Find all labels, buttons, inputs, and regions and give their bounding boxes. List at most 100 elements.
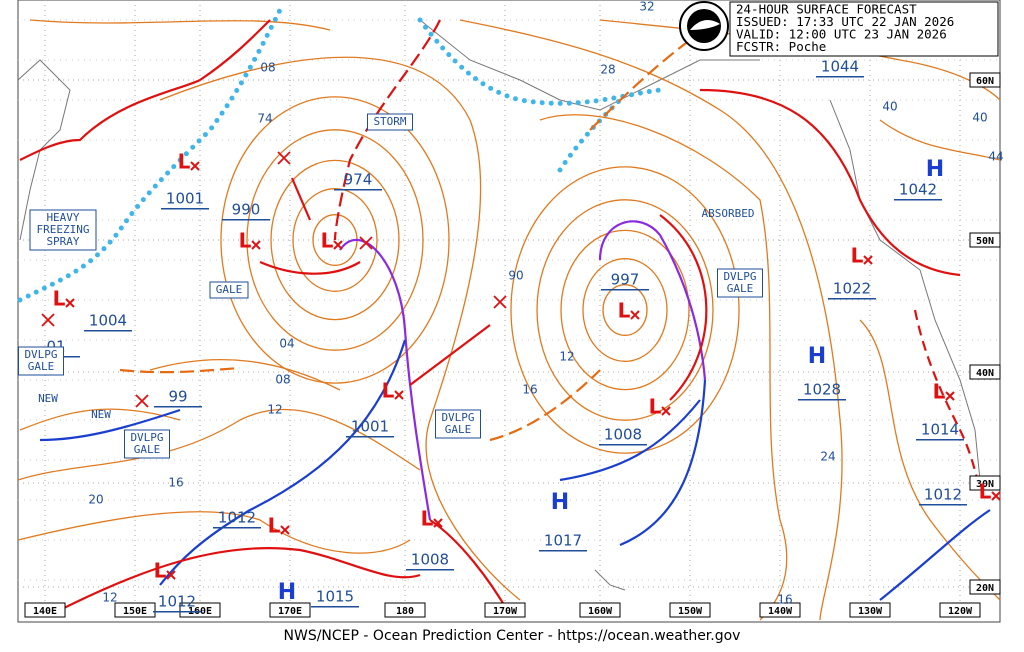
- pressure-label: 1001: [166, 190, 204, 208]
- stationary-front: [699, 88, 961, 277]
- low-center: L: [618, 299, 631, 323]
- warm-front: [19, 19, 271, 161]
- position-cross: [359, 236, 373, 250]
- isobar: [602, 284, 648, 336]
- pressure-label: 1042: [899, 181, 937, 199]
- lat-label-box: [969, 364, 1001, 380]
- annotation-text: NEW: [91, 408, 111, 421]
- lat-label-box: [969, 232, 1001, 248]
- pressure-label: 1014: [921, 421, 959, 439]
- pressure-label: 12: [102, 591, 117, 605]
- annotation-text: GALE: [134, 443, 161, 456]
- isobar: [879, 119, 1001, 161]
- trough: [913, 309, 982, 491]
- pressure-underline: [798, 399, 846, 401]
- low-center: L: [933, 380, 946, 404]
- pressure-underline: [539, 550, 587, 552]
- pressure-label: 99: [168, 388, 187, 406]
- pressure-underline: [346, 436, 394, 438]
- lon-label-box: [579, 602, 621, 618]
- arrow: [409, 324, 491, 386]
- pressure-label: 1028: [803, 381, 841, 399]
- low-center: L: [321, 229, 334, 253]
- pressure-label: 1008: [604, 426, 642, 444]
- trough: [119, 366, 241, 374]
- lat-label: 50N: [976, 236, 994, 247]
- low-center: L: [154, 559, 167, 583]
- arrow: [259, 260, 361, 275]
- pressure-label: 20: [88, 493, 103, 507]
- trough: [489, 369, 601, 442]
- pressure-label: 74: [257, 112, 272, 126]
- pressure-underline: [311, 606, 359, 608]
- lon-label: 150E: [123, 606, 147, 617]
- lon-label: 120W: [948, 606, 973, 617]
- pressure-label: 16: [777, 593, 792, 607]
- pressure-label: 1004: [89, 312, 127, 330]
- pressure-underline: [916, 439, 964, 441]
- annotation-box: [717, 268, 763, 298]
- pressure-label: 1022: [833, 280, 871, 298]
- lon-label: 150W: [678, 606, 703, 617]
- cold-front: [159, 339, 407, 586]
- isobar: [246, 129, 424, 351]
- annotation-text: GALE: [216, 283, 243, 296]
- pressure-label: 28: [600, 63, 615, 77]
- high-center: H: [278, 580, 296, 605]
- pressure-underline: [601, 289, 649, 291]
- pressure-label: 12: [267, 403, 282, 417]
- lat-label: 30N: [976, 479, 994, 490]
- coast: [419, 19, 760, 111]
- low-cross: [280, 525, 290, 535]
- motion-arrows: [259, 177, 708, 401]
- lon-label-box: [849, 602, 891, 618]
- logo-bird: [690, 20, 720, 30]
- low-center: L: [421, 507, 434, 531]
- pressure-underline: [222, 219, 270, 221]
- low-cross: [863, 255, 873, 265]
- low-cross: [945, 391, 955, 401]
- low-center: L: [382, 379, 395, 403]
- cold-front: [39, 408, 181, 442]
- low-cross: [333, 240, 343, 250]
- occluded-front: [598, 220, 707, 381]
- pressure-label: 40: [972, 111, 987, 125]
- arrow: [290, 177, 312, 221]
- pressure-label: 1012: [158, 593, 196, 611]
- annotation-box: [124, 429, 170, 459]
- footer-credit: NWS/NCEP - Ocean Prediction Center - htt…: [284, 628, 741, 644]
- pressure-underline: [816, 76, 864, 78]
- lat-label: 40N: [976, 368, 994, 379]
- pressure-underline: [919, 504, 967, 506]
- pressure-label: 16: [522, 383, 537, 397]
- isobar: [17, 408, 421, 481]
- pressure-underline: [406, 569, 454, 571]
- annotation-text: HEAVY: [46, 211, 79, 224]
- annotation-text: NEW: [38, 392, 58, 405]
- header-line: 24-HOUR SURFACE FORECAST: [736, 2, 917, 17]
- annotation-text: ABSORBED: [702, 207, 755, 220]
- isobar: [17, 511, 411, 554]
- header-line: VALID: 12:00 UTC 23 JAN 2026: [736, 27, 947, 42]
- annotation-box: [209, 281, 249, 299]
- position-cross: [135, 394, 149, 408]
- lon-label-box: [24, 602, 66, 618]
- pressure-underline: [828, 298, 876, 300]
- lat-label: 20N: [976, 583, 994, 594]
- annotation-box: [435, 409, 481, 439]
- lon-label: 170W: [493, 606, 518, 617]
- annotation-text: DVLPG: [723, 270, 756, 283]
- isobar: [539, 114, 788, 621]
- lat-label-box: [969, 72, 1001, 88]
- pressure-label: 04: [279, 337, 294, 351]
- isobar: [536, 199, 714, 421]
- cold-front: [879, 509, 991, 601]
- pressure-label: 90: [508, 269, 523, 283]
- low-cross: [630, 310, 640, 320]
- pressure-label: 32: [639, 0, 654, 14]
- low-cross: [251, 240, 261, 250]
- pressure-label: 1012: [218, 509, 256, 527]
- pressure-label: 08: [275, 373, 290, 387]
- low-cross: [991, 491, 1001, 501]
